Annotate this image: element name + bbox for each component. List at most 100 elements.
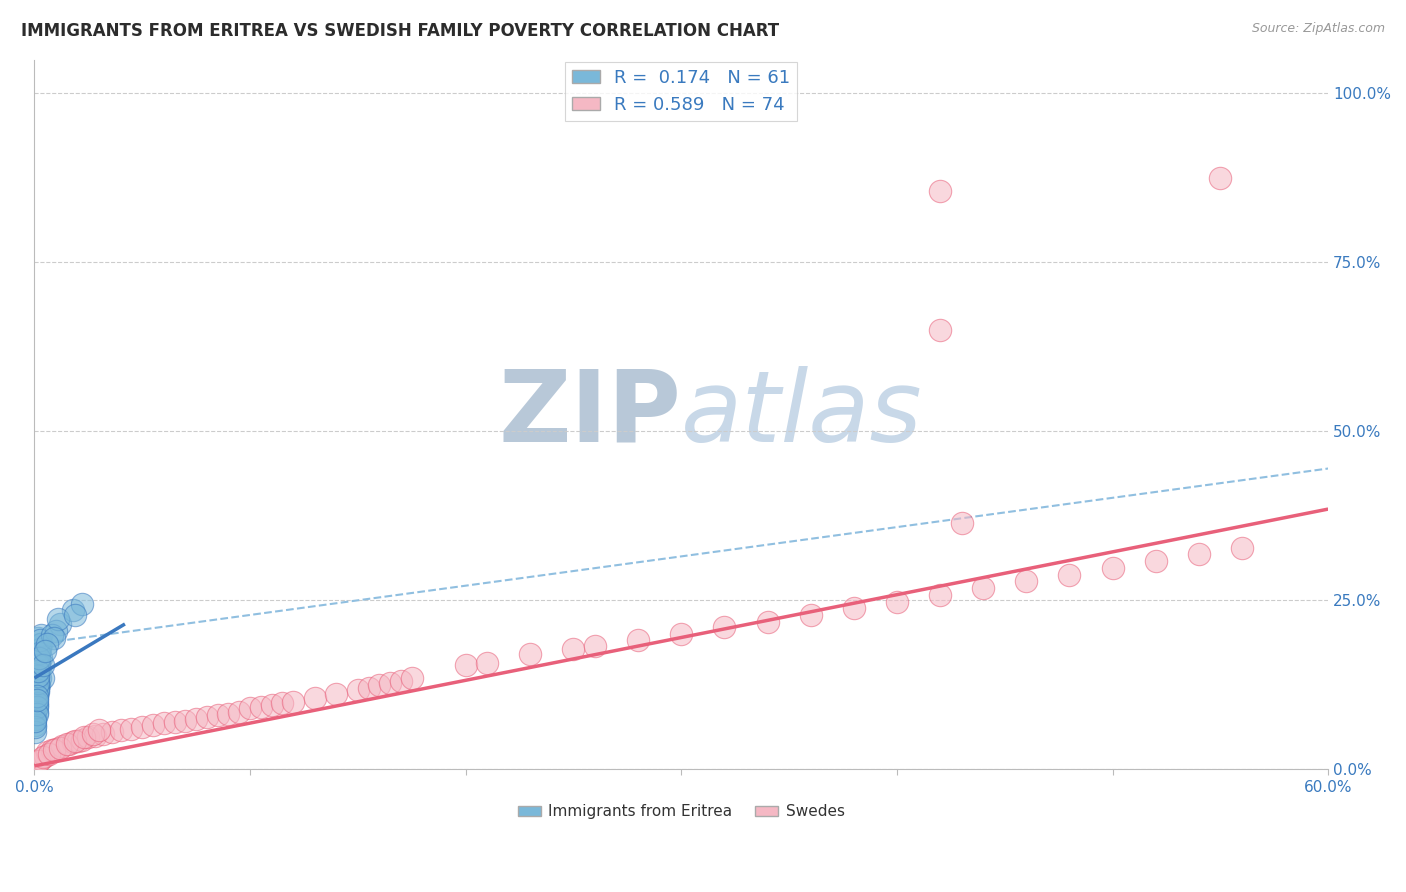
Point <box>82 727 104 741</box>
Point <box>28 671 51 685</box>
Point <box>671 627 693 641</box>
Point <box>142 718 165 732</box>
Point <box>27 682 49 697</box>
Point <box>65 608 87 623</box>
Point <box>27 657 49 672</box>
Point <box>42 631 65 645</box>
Point <box>24 725 46 739</box>
Point <box>1230 541 1253 555</box>
Point <box>713 620 735 634</box>
Point <box>131 720 153 734</box>
Point <box>24 720 46 734</box>
Point <box>562 642 585 657</box>
Point <box>1101 561 1123 575</box>
Text: ZIP: ZIP <box>498 366 682 463</box>
Point <box>28 665 51 679</box>
Point <box>30 650 52 665</box>
Point <box>58 737 80 751</box>
Point <box>83 729 105 743</box>
Point <box>101 725 124 739</box>
Point <box>28 650 51 665</box>
Point <box>24 718 46 732</box>
Point <box>25 705 48 719</box>
Point <box>239 701 262 715</box>
Point <box>25 693 48 707</box>
Point <box>77 730 100 744</box>
Point <box>24 705 46 719</box>
Point <box>325 687 347 701</box>
Point <box>24 691 46 706</box>
Point <box>28 642 51 657</box>
Point <box>27 665 49 679</box>
Point <box>38 747 60 762</box>
Point <box>1015 574 1038 589</box>
Point <box>401 671 423 685</box>
Point <box>281 695 304 709</box>
Point <box>62 735 84 749</box>
Point <box>477 656 499 670</box>
Point <box>152 716 174 731</box>
Point <box>27 657 49 672</box>
Point <box>184 712 207 726</box>
Point <box>1144 554 1167 568</box>
Point <box>24 712 46 726</box>
Point <box>28 632 51 647</box>
Point <box>46 612 69 626</box>
Text: IMMIGRANTS FROM ERITREA VS SWEDISH FAMILY POVERTY CORRELATION CHART: IMMIGRANTS FROM ERITREA VS SWEDISH FAMIL… <box>21 22 779 40</box>
Point <box>110 723 132 737</box>
Point <box>28 657 51 672</box>
Point <box>756 615 779 629</box>
Point <box>30 637 52 651</box>
Point <box>842 601 865 615</box>
Point <box>207 708 229 723</box>
Point <box>42 743 65 757</box>
Point <box>24 714 46 728</box>
Point <box>25 690 48 704</box>
Point <box>30 628 52 642</box>
Point <box>1059 567 1081 582</box>
Point <box>27 675 49 690</box>
Point <box>972 581 994 595</box>
Point <box>32 657 55 672</box>
Point <box>27 669 49 683</box>
Point <box>66 734 89 748</box>
Point <box>25 684 48 698</box>
Point <box>55 737 77 751</box>
Point <box>28 754 51 768</box>
Point <box>25 756 48 770</box>
Point <box>627 632 650 647</box>
Point <box>70 597 93 611</box>
Point <box>45 624 67 638</box>
Point <box>51 739 73 753</box>
Point <box>65 734 87 748</box>
Point <box>34 748 56 763</box>
Point <box>25 696 48 710</box>
Point <box>25 691 48 706</box>
Point <box>87 723 110 737</box>
Point <box>45 742 67 756</box>
Point <box>929 185 952 199</box>
Point <box>25 665 48 679</box>
Point <box>346 682 368 697</box>
Point <box>25 644 48 658</box>
Point <box>25 706 48 721</box>
Point <box>27 671 49 685</box>
Point <box>368 678 391 692</box>
Point <box>228 705 250 719</box>
Text: atlas: atlas <box>682 366 922 463</box>
Point <box>25 665 48 679</box>
Point <box>28 650 51 665</box>
Point <box>217 706 239 721</box>
Point <box>929 323 952 337</box>
Point <box>174 714 197 728</box>
Point <box>24 665 46 679</box>
Point <box>929 588 952 602</box>
Point <box>28 637 51 651</box>
Text: Source: ZipAtlas.com: Source: ZipAtlas.com <box>1251 22 1385 36</box>
Point <box>163 714 186 729</box>
Point <box>25 700 48 714</box>
Point <box>800 608 823 623</box>
Point <box>24 698 46 712</box>
Point <box>249 700 271 714</box>
Point <box>454 657 477 672</box>
